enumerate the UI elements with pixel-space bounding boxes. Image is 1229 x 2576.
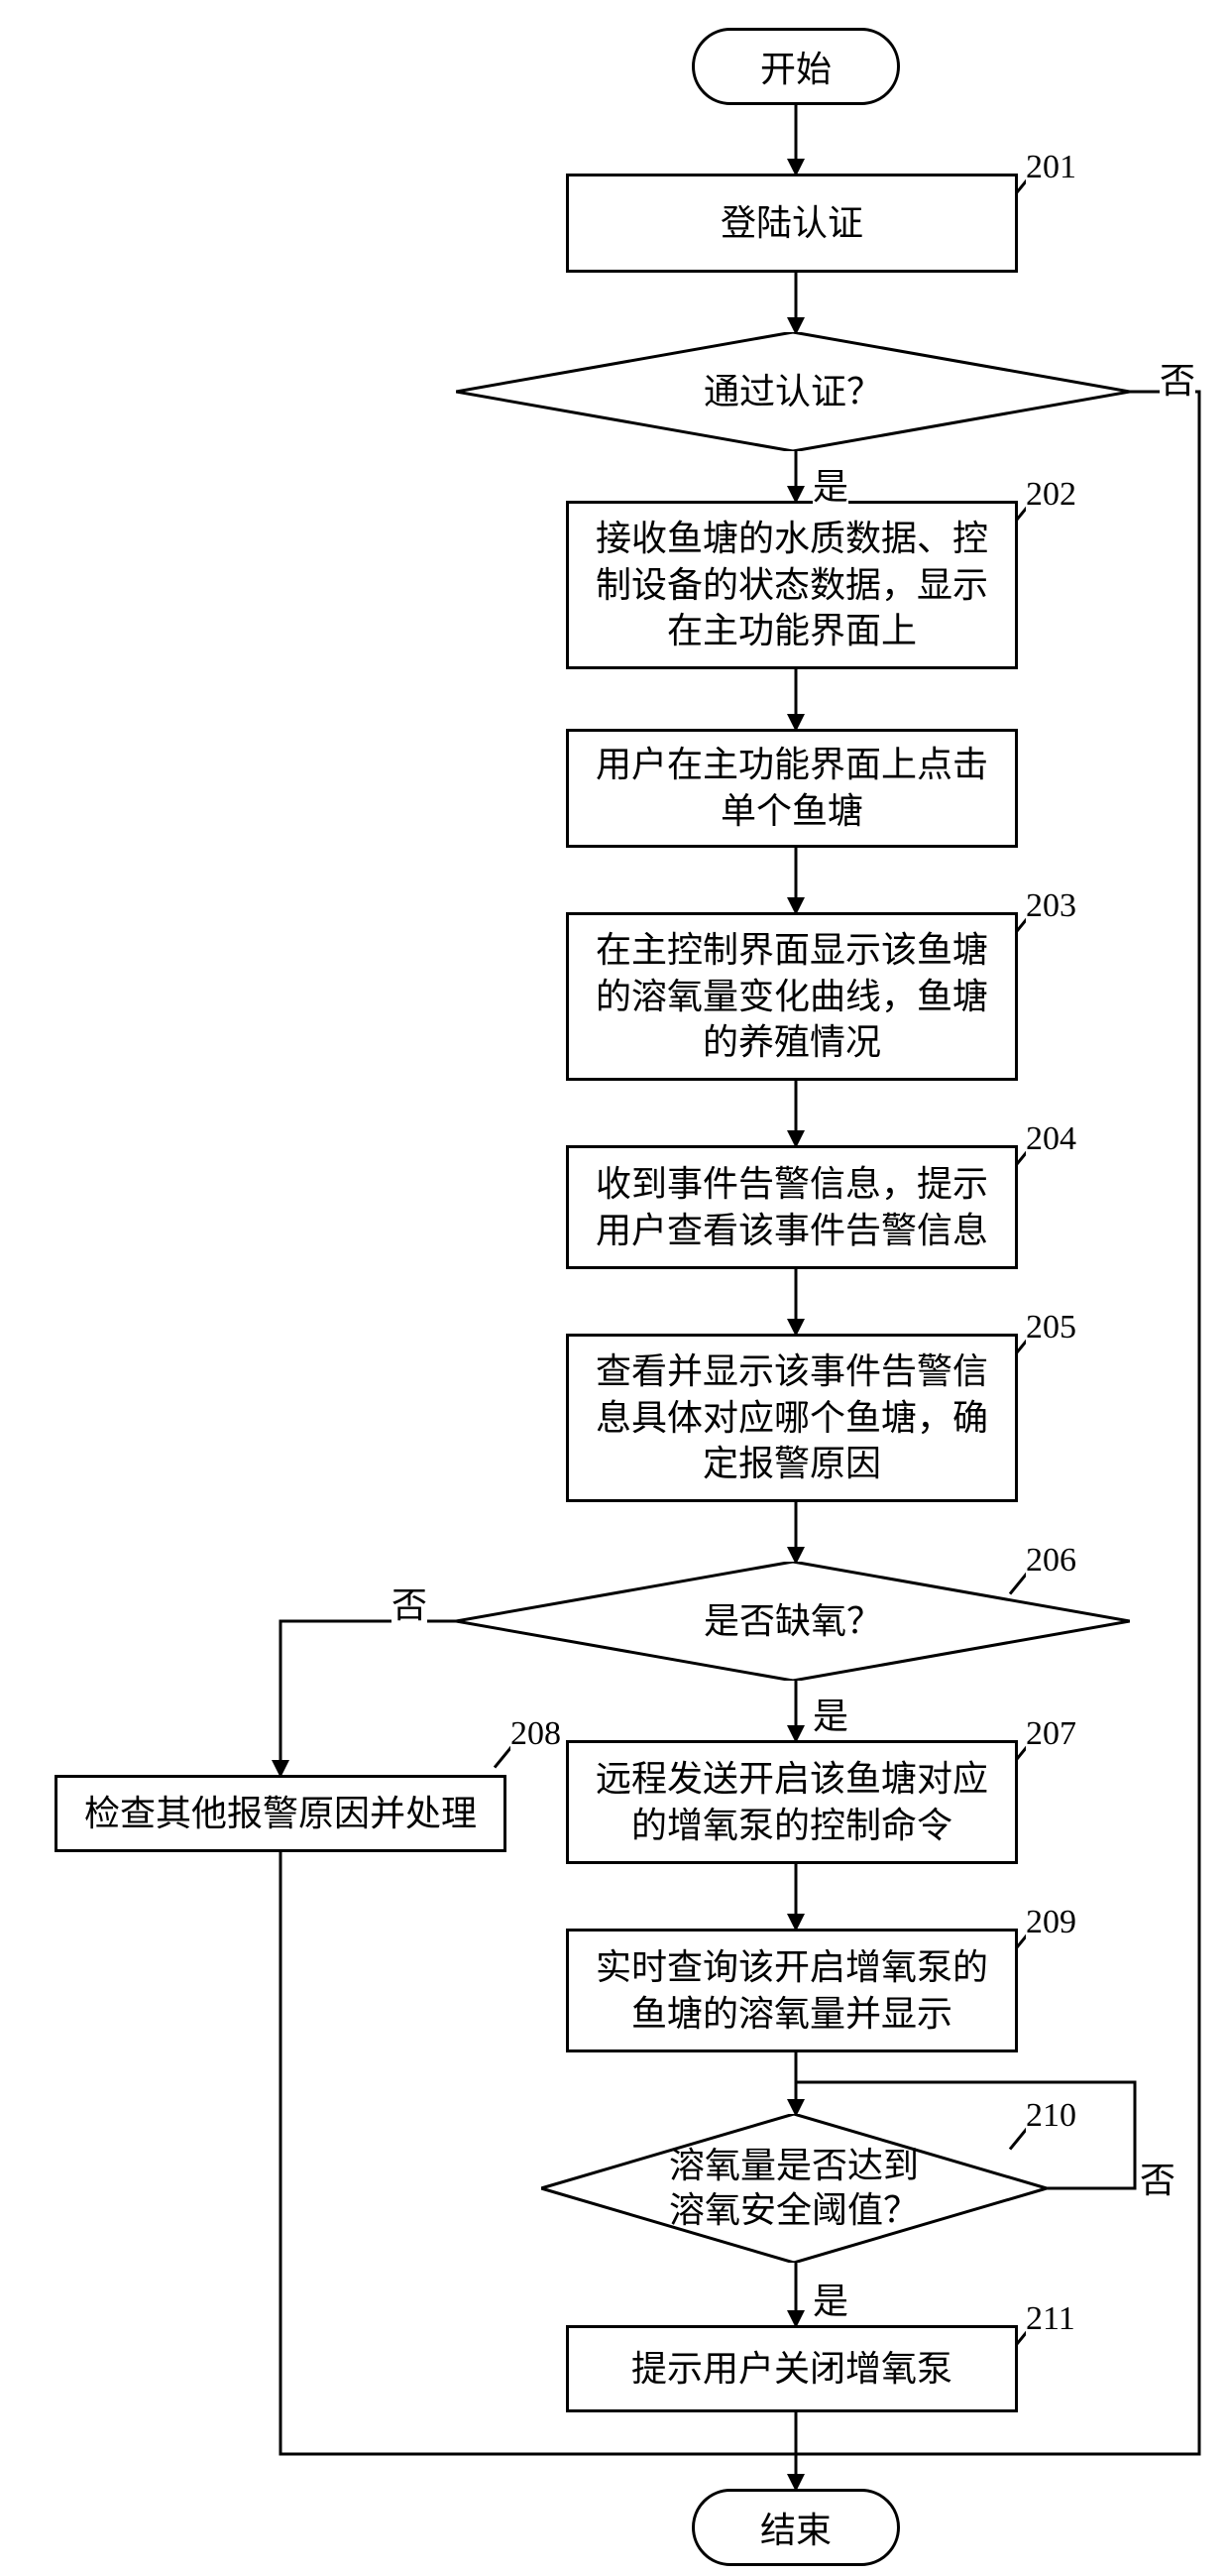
node-text: 远程发送开启该鱼塘对应 的增氧泵的控制命令 bbox=[596, 1756, 988, 1849]
node-text: 接收鱼塘的水质数据、控 制设备的状态数据，显示 在主功能界面上 bbox=[596, 516, 988, 654]
flowchart-canvas: 开始登陆认证通过认证？ 接收鱼塘的水质数据、控 制设备的状态数据，显示 在主功能界… bbox=[0, 0, 1229, 2576]
node-text: 提示用户关闭增氧泵 bbox=[631, 2346, 952, 2393]
node-n202: 接收鱼塘的水质数据、控 制设备的状态数据，显示 在主功能界面上 bbox=[566, 501, 1018, 669]
step-number-210: 210 bbox=[1026, 2097, 1076, 2135]
node-d206: 是否缺氧？ bbox=[456, 1562, 1130, 1681]
branch-label-ox_no: 否 bbox=[391, 1577, 427, 1628]
branch-label-auth_yes: 是 bbox=[813, 458, 848, 510]
node-n_click: 用户在主功能界面上点击 单个鱼塘 bbox=[566, 729, 1018, 848]
step-number-202: 202 bbox=[1026, 476, 1076, 514]
node-n205: 查看并显示该事件告警信 息具体对应哪个鱼塘，确 定报警原因 bbox=[566, 1334, 1018, 1502]
step-number-208: 208 bbox=[510, 1715, 561, 1753]
step-number-206: 206 bbox=[1026, 1542, 1076, 1580]
step-number-207: 207 bbox=[1026, 1715, 1076, 1753]
node-text: 实时查询该开启增氧泵的 鱼塘的溶氧量并显示 bbox=[596, 1944, 988, 2038]
step-number-209: 209 bbox=[1026, 1904, 1076, 1941]
step-number-205: 205 bbox=[1026, 1309, 1076, 1347]
node-text: 开始 bbox=[760, 41, 832, 92]
branch-label-thr_no: 否 bbox=[1140, 2152, 1175, 2203]
node-n211: 提示用户关闭增氧泵 bbox=[566, 2325, 1018, 2412]
step-number-211: 211 bbox=[1026, 2300, 1075, 2338]
node-d_auth: 通过认证？ bbox=[456, 332, 1130, 451]
node-n207: 远程发送开启该鱼塘对应 的增氧泵的控制命令 bbox=[566, 1740, 1018, 1864]
step-number-203: 203 bbox=[1026, 887, 1076, 925]
node-text: 是否缺氧？ bbox=[456, 1562, 1130, 1681]
node-text: 检查其他报警原因并处理 bbox=[84, 1791, 477, 1837]
node-n204: 收到事件告警信息，提示 用户查看该事件告警信息 bbox=[566, 1145, 1018, 1269]
node-d210: 溶氧量是否达到 溶氧安全阈值？ bbox=[541, 2114, 1047, 2263]
node-text: 查看并显示该事件告警信 息具体对应哪个鱼塘，确 定报警原因 bbox=[596, 1348, 988, 1487]
branch-label-ox_yes: 是 bbox=[813, 1688, 848, 1739]
step-number-201: 201 bbox=[1026, 149, 1076, 186]
node-n208: 检查其他报警原因并处理 bbox=[55, 1775, 506, 1852]
branch-label-auth_no: 否 bbox=[1160, 352, 1195, 404]
node-text: 在主控制界面显示该鱼塘 的溶氧量变化曲线，鱼塘 的养殖情况 bbox=[596, 927, 988, 1066]
node-start: 开始 bbox=[692, 28, 900, 105]
node-text: 结束 bbox=[760, 2502, 832, 2553]
step-number-204: 204 bbox=[1026, 1120, 1076, 1158]
node-text: 用户在主功能界面上点击 单个鱼塘 bbox=[596, 742, 988, 835]
node-n201: 登陆认证 bbox=[566, 174, 1018, 273]
node-text: 溶氧量是否达到 溶氧安全阈值？ bbox=[541, 2114, 1047, 2263]
node-n203: 在主控制界面显示该鱼塘 的溶氧量变化曲线，鱼塘 的养殖情况 bbox=[566, 912, 1018, 1081]
node-n209: 实时查询该开启增氧泵的 鱼塘的溶氧量并显示 bbox=[566, 1929, 1018, 2052]
node-end: 结束 bbox=[692, 2489, 900, 2566]
node-text: 收到事件告警信息，提示 用户查看该事件告警信息 bbox=[596, 1161, 988, 1254]
node-text: 登陆认证 bbox=[721, 200, 863, 247]
branch-label-thr_yes: 是 bbox=[813, 2273, 848, 2324]
node-text: 通过认证？ bbox=[456, 332, 1130, 451]
